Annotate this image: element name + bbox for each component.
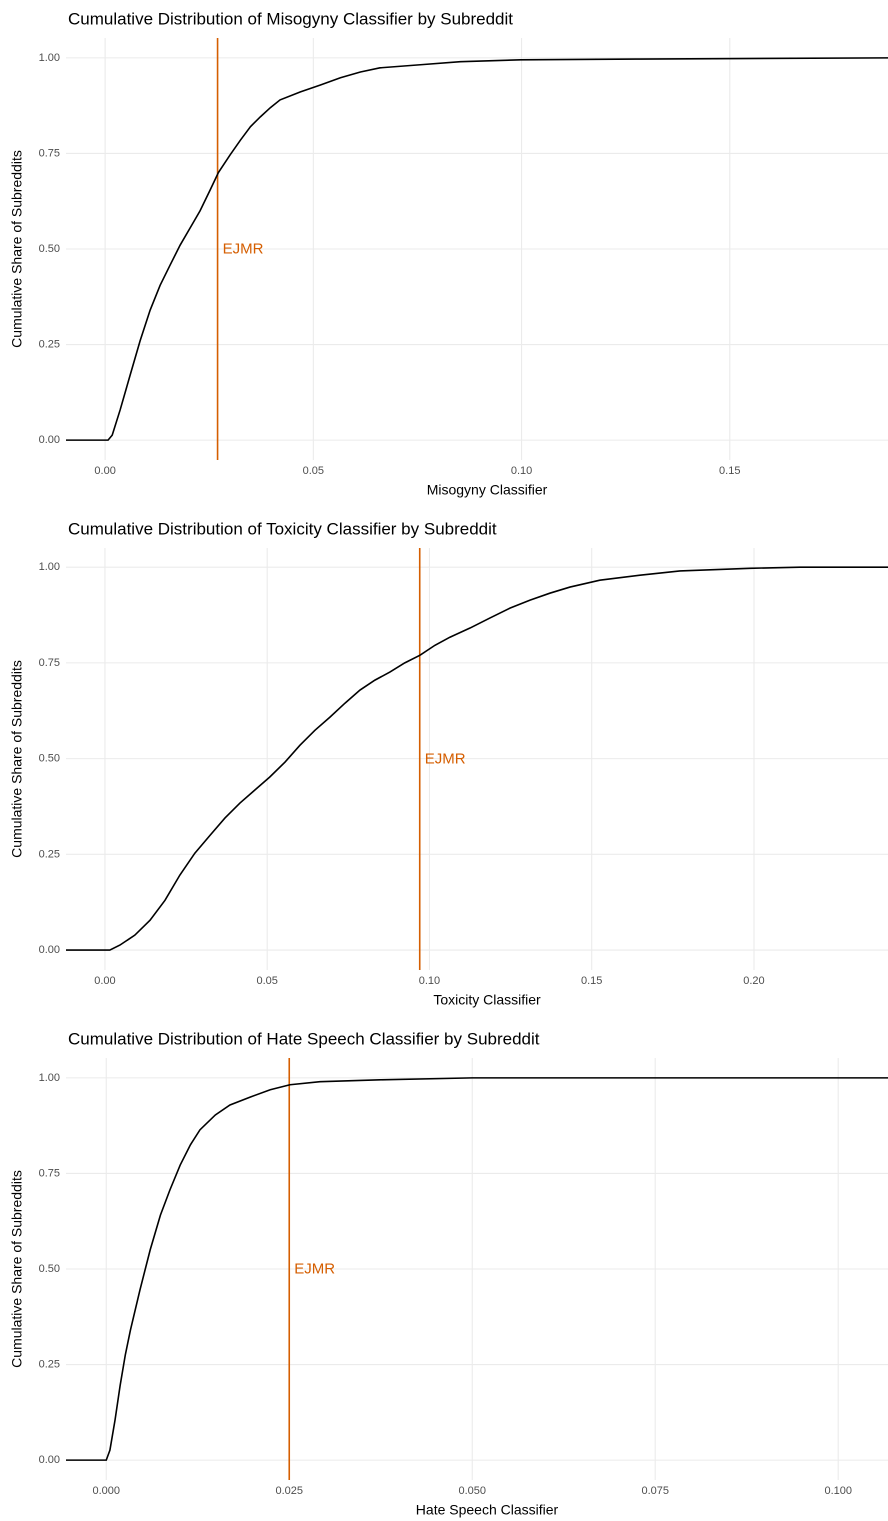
cdf-line [66,1077,888,1461]
x-tick-label: 0.15 [719,465,740,477]
y-tick-label: 0.25 [39,338,60,350]
x-axis-title: Toxicity Classifier [433,992,541,1008]
x-tick-label: 0.025 [275,1485,303,1497]
x-tick-label: 0.10 [419,975,440,987]
x-tick-label: 0.10 [511,465,532,477]
x-axis-title: Hate Speech Classifier [416,1502,559,1518]
y-axis-title: Cumulative Share of Subreddits [9,150,25,348]
y-axis-title: Cumulative Share of Subreddits [9,660,25,858]
panel: Cumulative Distribution of Toxicity Clas… [9,519,888,1008]
panel: Cumulative Distribution of Hate Speech C… [9,1029,888,1518]
cdf-line [66,57,888,441]
x-axis-title: Misogyny Classifier [427,482,548,498]
reference-label: EJMR [294,1260,335,1277]
y-tick-label: 0.50 [39,1263,60,1275]
y-tick-label: 1.00 [39,1072,60,1084]
chart-title: Cumulative Distribution of Misogyny Clas… [68,9,513,28]
x-tick-label: 0.050 [458,1485,486,1497]
y-tick-label: 0.00 [39,944,60,956]
reference-label: EJMR [223,240,264,257]
y-tick-label: 0.75 [39,147,60,159]
x-tick-label: 0.100 [824,1485,852,1497]
x-tick-label: 0.000 [92,1485,120,1497]
x-tick-label: 0.20 [743,975,764,987]
chart-title: Cumulative Distribution of Hate Speech C… [68,1029,540,1048]
y-tick-label: 0.25 [39,1358,60,1370]
x-tick-label: 0.15 [581,975,602,987]
y-tick-label: 0.75 [39,1167,60,1179]
cdf-line [66,566,888,951]
chart-title: Cumulative Distribution of Toxicity Clas… [68,519,497,538]
y-tick-label: 0.50 [39,753,60,765]
y-tick-label: 1.00 [39,52,60,64]
panel: Cumulative Distribution of Misogyny Clas… [9,9,888,498]
x-tick-label: 0.00 [94,975,115,987]
reference-label: EJMR [425,750,466,767]
y-tick-label: 0.50 [39,243,60,255]
y-tick-label: 0.00 [39,1454,60,1466]
y-axis-title: Cumulative Share of Subreddits [9,1170,25,1368]
x-tick-label: 0.05 [256,975,277,987]
y-tick-label: 1.00 [39,561,60,573]
y-tick-label: 0.75 [39,657,60,669]
x-tick-label: 0.00 [94,465,115,477]
y-tick-label: 0.25 [39,848,60,860]
x-tick-label: 0.075 [641,1485,669,1497]
y-tick-label: 0.00 [39,434,60,446]
x-tick-label: 0.05 [303,465,324,477]
